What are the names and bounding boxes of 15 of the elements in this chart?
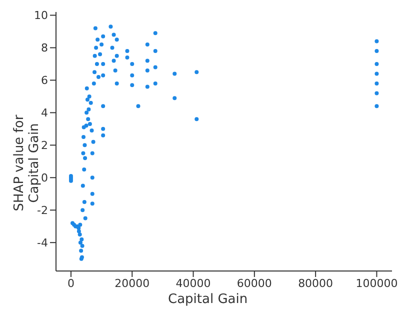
x-tick-label: 0 — [67, 276, 74, 290]
y-tick-label: 6 — [41, 74, 48, 88]
y-tick-label: 0 — [41, 172, 48, 185]
x-tick-label: 80000 — [298, 276, 334, 290]
y-tick-label: 2 — [41, 139, 48, 152]
x-tick-label: 100000 — [356, 276, 398, 290]
x-axis-title: Capital Gain — [168, 292, 248, 307]
y-tick-label: -2 — [37, 204, 48, 218]
x-tick-label: 60000 — [236, 276, 272, 290]
y-tick-label: 4 — [41, 106, 48, 120]
y-tick-label: -4 — [37, 236, 48, 250]
x-tick-label: 40000 — [176, 276, 211, 290]
y-tick-label: 10 — [34, 9, 48, 22]
x-tick-label: 20000 — [114, 276, 150, 290]
y-tick-label: 8 — [41, 42, 48, 55]
